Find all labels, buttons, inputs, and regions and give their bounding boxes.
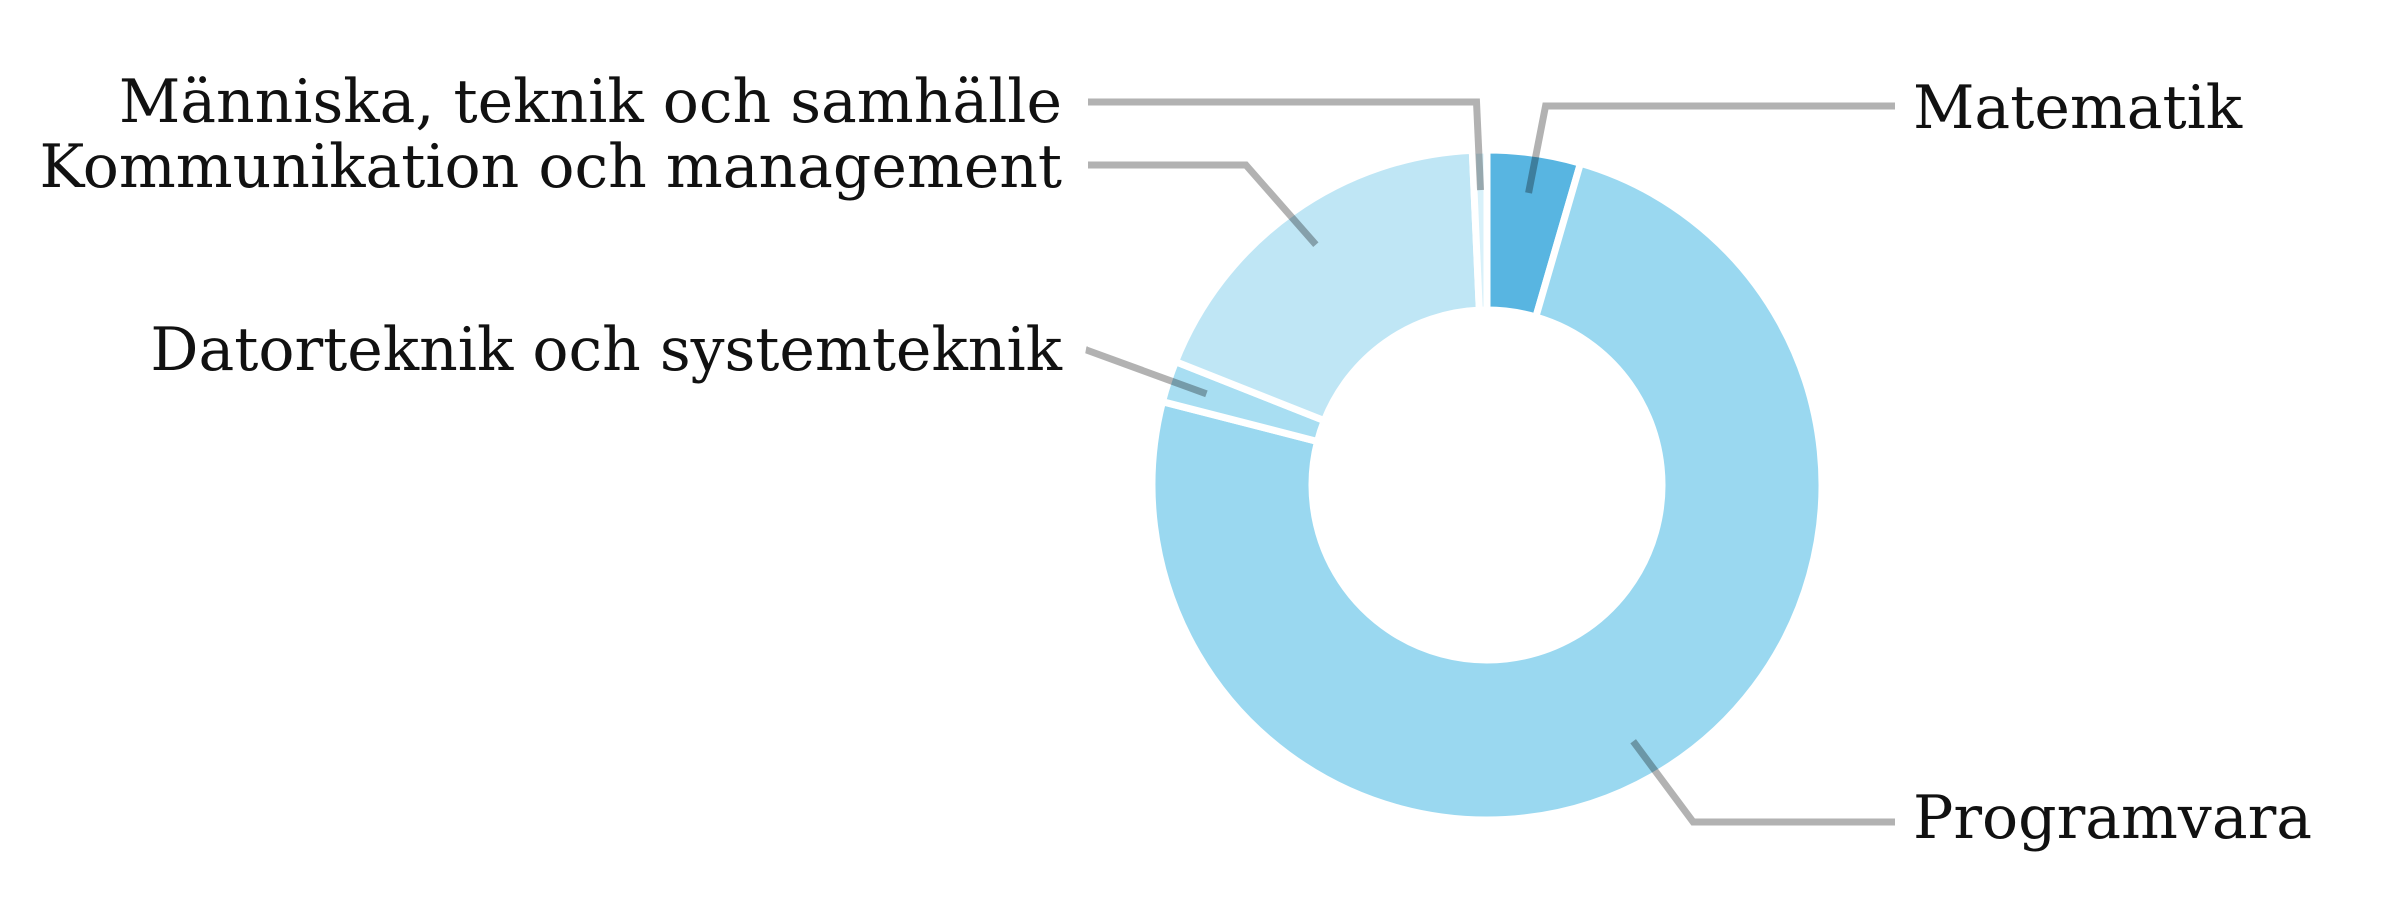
slice-programvara xyxy=(1148,158,1826,824)
donut-slices xyxy=(1148,146,1826,824)
leader-line-kommunikation-och-management xyxy=(1088,161,1319,248)
slice-labels: Matematik Programvara Datorteknik och sy… xyxy=(40,67,2313,853)
slice-manniska-teknik-och-samhalle xyxy=(1468,146,1491,314)
slice-label-datorteknik-och-systemteknik: Datorteknik och systemteknik xyxy=(150,315,1062,385)
leader-line-matematik xyxy=(1525,102,1895,194)
leader-lines xyxy=(1085,98,1895,826)
slice-label-matematik: Matematik xyxy=(1913,73,2243,143)
leader-line-manniska-teknik-och-samhalle xyxy=(1088,98,1485,191)
slice-kommunikation-och-management xyxy=(1170,146,1483,426)
slice-label-manniska-teknik-och-samhalle: Människa, teknik och samhälle xyxy=(119,67,1062,137)
slice-label-kommunikation-och-management: Kommunikation och management xyxy=(40,132,1062,202)
leader-line-datorteknik-och-systemteknik xyxy=(1085,346,1208,398)
slice-label-programvara: Programvara xyxy=(1913,783,2312,853)
leader-line-programvara xyxy=(1630,739,1895,826)
